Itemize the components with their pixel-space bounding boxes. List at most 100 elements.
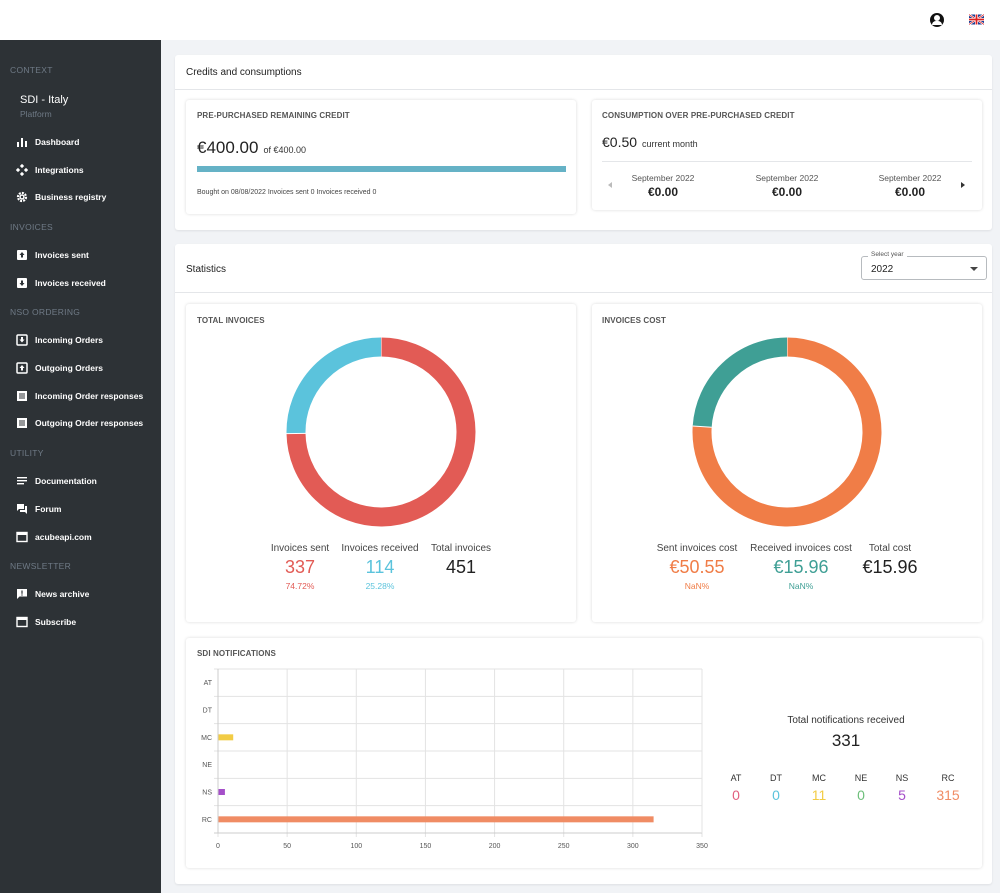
sidebar-item-integrations[interactable]: Integrations	[16, 163, 84, 177]
sidebar-item-dashboard[interactable]: Dashboard	[16, 135, 79, 149]
prepurchased-credit-card	[186, 100, 576, 214]
sidebar-item-label: Documentation	[35, 476, 97, 486]
context-title[interactable]: SDI - Italy	[20, 94, 69, 106]
notification-value: 0	[857, 787, 865, 803]
forum-icon	[17, 504, 27, 514]
donut-slice[interactable]	[692, 337, 882, 527]
inbox-icon	[17, 278, 27, 288]
chevron-right-icon[interactable]	[961, 182, 965, 188]
prepurchased-of: of €400.00	[263, 145, 306, 155]
invoices-received-stat: Invoices received 114 25.28%	[340, 543, 420, 591]
section-header-context: CONTEXT	[10, 65, 53, 75]
bar-rc[interactable]	[218, 816, 654, 823]
consumption-period: current month	[642, 139, 698, 149]
sidebar-item-label: Subscribe	[35, 617, 77, 627]
section-header-newsletter: NEWSLETTER	[10, 561, 72, 571]
list-icon	[17, 418, 27, 428]
sidebar-item-invoices-received[interactable]: Invoices received	[16, 276, 106, 290]
sidebar: CONTEXT SDI - Italy Platform Dashboard I…	[0, 40, 161, 893]
sidebar-item-incoming-order-responses[interactable]: Incoming Order responses	[16, 389, 143, 403]
notification-code: DT	[770, 773, 782, 783]
sidebar-item-invoices-sent[interactable]: Invoices sent	[16, 248, 89, 262]
uk-flag-icon[interactable]	[969, 14, 984, 25]
total-invoices-stat: Total invoices 451	[426, 543, 496, 578]
top-bar	[0, 0, 1000, 40]
stat-label: Total invoices	[430, 543, 492, 554]
invoices-cost-card	[592, 304, 982, 622]
x-tick-label: 100	[350, 843, 362, 850]
stat-label: Total cost	[868, 543, 912, 554]
consumption-month-cell: September 2022 €0.00	[613, 173, 713, 199]
y-tick-label: NE	[202, 762, 212, 769]
divider	[602, 161, 972, 162]
consumption-month-cell: September 2022 €0.00	[737, 173, 837, 199]
gear-icon	[16, 191, 28, 203]
sidebar-item-label: Forum	[35, 504, 62, 514]
list-icon	[17, 391, 27, 401]
stat-value: €15.96	[773, 557, 829, 577]
y-tick-label: MC	[201, 735, 212, 742]
sidebar-item-label: Integrations	[35, 165, 84, 175]
year-select[interactable]: Select year 2022	[861, 251, 987, 280]
credit-progress-track	[197, 166, 566, 172]
account-circle-icon[interactable]	[930, 13, 944, 27]
donut-slice[interactable]	[286, 337, 382, 434]
sidebar-item-documentation[interactable]: Documentation	[16, 474, 97, 488]
chevron-left-icon[interactable]	[608, 182, 612, 188]
sidebar-item-outgoing-order-responses[interactable]: Outgoing Order responses	[16, 416, 143, 430]
bar-ns[interactable]	[218, 789, 225, 795]
notification-count-ns: NS 5	[880, 773, 924, 803]
consumption-month-value: €0.00	[771, 185, 803, 199]
credit-progress-fill	[197, 166, 566, 172]
x-tick-label: 200	[489, 843, 501, 850]
browser-icon	[16, 616, 28, 628]
consumption-month-value: €0.00	[894, 185, 926, 199]
sidebar-item-label: Outgoing Order responses	[35, 418, 144, 428]
notification-code: NS	[895, 773, 909, 783]
caret-down-icon	[970, 267, 978, 271]
stat-label: Sent invoices cost	[656, 543, 738, 554]
donut-slice[interactable]	[692, 337, 788, 428]
notification-code: MC	[812, 773, 826, 783]
sidebar-item-label: Business registry	[35, 192, 107, 202]
stat-label: Invoices sent	[270, 543, 330, 554]
prepurchased-footer: Bought on 08/08/2022 Invoices sent 0 Inv…	[197, 189, 377, 196]
consumption-month-label: September 2022	[755, 173, 819, 183]
notifications-total-value: 331	[831, 731, 861, 750]
sidebar-item-subscribe[interactable]: Subscribe	[16, 615, 76, 629]
sidebar-item-outgoing-orders[interactable]: Outgoing Orders	[16, 361, 103, 375]
invoices-cost-heading: INVOICES COST	[602, 316, 666, 325]
consumption-amount: €0.50	[602, 134, 638, 150]
section-header-invoices: INVOICES	[10, 222, 54, 232]
sidebar-item-acubeapi[interactable]: acubeapi.com	[16, 530, 92, 544]
donut-slice[interactable]	[286, 337, 476, 527]
sdi-notifications-card	[186, 638, 982, 868]
sidebar-item-label: acubeapi.com	[35, 532, 92, 542]
stat-label: Invoices received	[341, 543, 419, 554]
notification-count-mc: MC 11	[797, 773, 841, 803]
y-tick-label: AT	[204, 680, 213, 687]
sidebar-item-news-archive[interactable]: News archive	[16, 587, 89, 601]
notification-value: 0	[732, 787, 740, 803]
notification-count-ne: NE 0	[839, 773, 883, 803]
total-cost-stat: Total cost €15.96	[858, 543, 922, 578]
notification-count-rc: RC 315	[926, 773, 970, 803]
notification-count-dt: DT 0	[754, 773, 798, 803]
received-cost-stat: Received invoices cost €15.96 NaN%	[746, 543, 856, 591]
sidebar-item-incoming-orders[interactable]: Incoming Orders	[16, 333, 103, 347]
prepurchased-amount: €400.00	[197, 138, 259, 157]
total-invoices-donut	[286, 337, 476, 527]
total-invoices-heading: TOTAL INVOICES	[197, 316, 265, 325]
bar-mc[interactable]	[218, 734, 234, 741]
announcement-icon	[17, 589, 27, 599]
x-tick-label: 0	[216, 843, 220, 850]
stat-value: 114	[365, 557, 395, 577]
statistics-title: Statistics	[186, 264, 227, 275]
total-invoices-card	[186, 304, 576, 622]
bar-chart-icon	[17, 138, 27, 147]
sdi-notifications-heading: SDI NOTIFICATIONS	[197, 649, 276, 658]
consumption-month-label: September 2022	[878, 173, 942, 183]
sidebar-item-forum[interactable]: Forum	[16, 502, 61, 516]
notification-value: 11	[811, 787, 827, 803]
sidebar-item-business-registry[interactable]: Business registry	[16, 190, 106, 204]
